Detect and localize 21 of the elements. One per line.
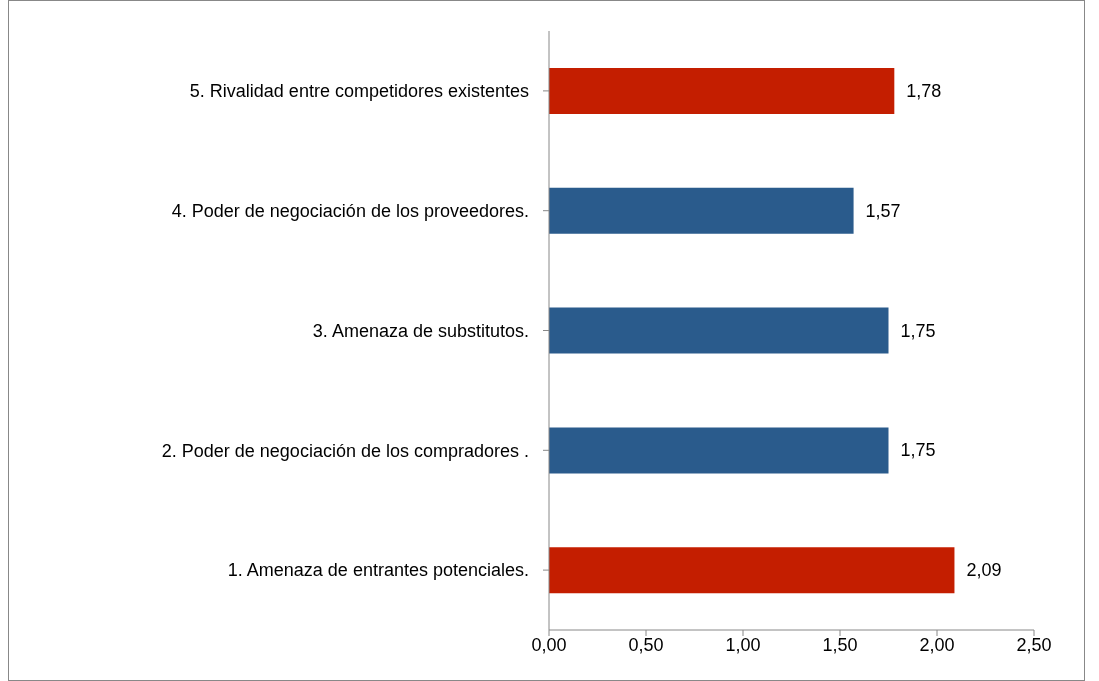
- data-label: 1,75: [900, 440, 936, 461]
- y-tick-label: 5. Rivalidad entre competidores existentes: [189, 81, 529, 102]
- x-tick-label: 1,50: [822, 634, 858, 655]
- bar: [549, 547, 955, 594]
- x-tick-label: 2,00: [919, 634, 955, 655]
- data-label: 1,75: [900, 320, 936, 341]
- bar: [549, 427, 889, 474]
- x-tick-label: 1,00: [725, 634, 761, 655]
- bar: [549, 307, 889, 354]
- y-tick-label: 1. Amenaza de entrantes potenciales.: [227, 560, 529, 581]
- y-tick-label: 4. Poder de negociación de los proveedores.: [171, 201, 529, 222]
- y-tick-label: 2. Poder de negociación de los compradores .: [161, 440, 529, 461]
- data-label: 1,78: [906, 81, 942, 101]
- data-label: 2,09: [966, 560, 1002, 581]
- bar: [549, 68, 895, 114]
- bar: [549, 187, 854, 234]
- x-tick-label: 0,50: [628, 634, 664, 655]
- y-tick-label: 3. Amenaza de substitutos.: [312, 320, 529, 341]
- x-tick-label: 2,50: [1016, 634, 1052, 655]
- data-label: 1,57: [865, 200, 901, 221]
- x-tick-label: 0,00: [531, 634, 567, 655]
